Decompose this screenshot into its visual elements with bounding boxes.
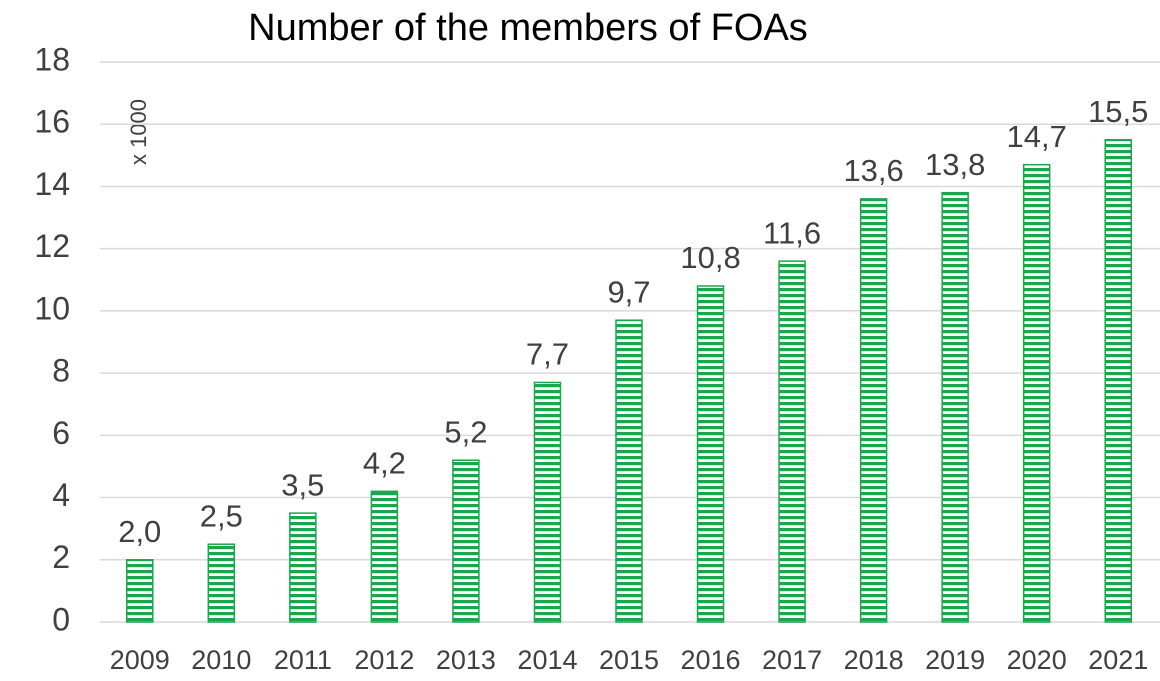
value-label: 3,5 bbox=[281, 467, 324, 502]
x-tick-label: 2019 bbox=[925, 645, 985, 675]
x-tick-label: 2012 bbox=[354, 645, 414, 675]
x-tick-label: 2015 bbox=[599, 645, 659, 675]
chart-title: Number of the members of FOAs bbox=[248, 7, 808, 49]
value-label: 14,7 bbox=[1007, 119, 1067, 154]
x-tick-label: 2010 bbox=[191, 645, 251, 675]
value-label: 15,5 bbox=[1088, 94, 1148, 129]
x-tick-label: 2011 bbox=[274, 645, 332, 675]
value-label: 7,7 bbox=[526, 337, 569, 372]
y-tick-label: 8 bbox=[52, 353, 70, 389]
y-tick-label: 4 bbox=[52, 477, 70, 513]
bar bbox=[126, 559, 154, 623]
x-tick-label: 2017 bbox=[762, 645, 822, 675]
bar bbox=[533, 381, 562, 623]
bar bbox=[778, 260, 806, 623]
x-tick-label: 2020 bbox=[1007, 645, 1067, 675]
value-label: 13,8 bbox=[925, 147, 985, 182]
y-tick-label: 18 bbox=[34, 41, 70, 77]
x-tick-label: 2016 bbox=[680, 645, 740, 675]
y-tick-label: 10 bbox=[34, 290, 70, 326]
bar bbox=[452, 459, 480, 623]
bar bbox=[1022, 163, 1051, 623]
bar bbox=[859, 198, 888, 623]
value-label: 2,0 bbox=[118, 514, 161, 549]
unit-annotation: x 1000 bbox=[126, 99, 151, 165]
y-tick-label: 16 bbox=[34, 104, 70, 140]
value-label: 11,6 bbox=[763, 215, 821, 250]
value-label: 2,5 bbox=[200, 498, 243, 533]
bar bbox=[1104, 139, 1132, 623]
value-label: 4,2 bbox=[363, 446, 406, 481]
x-tick-label: 2021 bbox=[1088, 645, 1148, 675]
value-label: 10,8 bbox=[680, 240, 740, 275]
y-tick-label: 2 bbox=[52, 539, 70, 575]
bar bbox=[941, 191, 969, 623]
value-label: 5,2 bbox=[444, 414, 487, 449]
x-tick-label: 2013 bbox=[436, 645, 496, 675]
bar bbox=[696, 285, 725, 623]
x-tick-label: 2018 bbox=[844, 645, 904, 675]
x-tick-label: 2009 bbox=[110, 645, 170, 675]
y-tick-label: 6 bbox=[52, 415, 70, 451]
value-label: 13,6 bbox=[843, 153, 903, 188]
value-label: 9,7 bbox=[607, 274, 650, 309]
x-tick-label: 2014 bbox=[517, 645, 577, 675]
bar bbox=[207, 543, 236, 623]
y-tick-label: 12 bbox=[34, 228, 70, 264]
y-tick-label: 14 bbox=[34, 166, 70, 202]
bar bbox=[370, 490, 399, 623]
bar bbox=[615, 319, 643, 623]
y-tick-label: 0 bbox=[52, 601, 70, 637]
bar bbox=[289, 512, 317, 623]
